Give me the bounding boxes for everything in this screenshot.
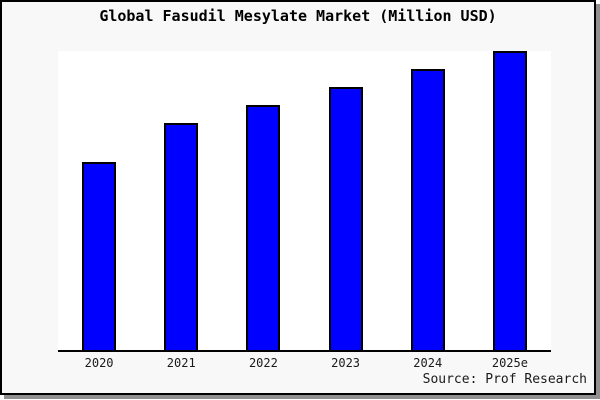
source-credit: Source: Prof Research xyxy=(422,372,587,387)
bar-2025e xyxy=(492,51,527,350)
plot-area xyxy=(58,51,551,352)
x-tick-label-2025e: 2025e xyxy=(491,356,528,370)
bar-2021 xyxy=(164,123,199,350)
x-tick-label-2024: 2024 xyxy=(413,356,443,370)
bar-2020 xyxy=(82,162,117,350)
x-tick-label-2023: 2023 xyxy=(331,356,361,370)
bar-2024 xyxy=(410,69,445,350)
chart-title: Global Fasudil Mesylate Market (Million … xyxy=(99,7,497,25)
x-tick-label-2021: 2021 xyxy=(166,356,196,370)
x-tick-label-2022: 2022 xyxy=(248,356,278,370)
x-tick-label-2020: 2020 xyxy=(84,356,114,370)
bar-2023 xyxy=(328,87,363,350)
bar-2022 xyxy=(246,105,281,350)
